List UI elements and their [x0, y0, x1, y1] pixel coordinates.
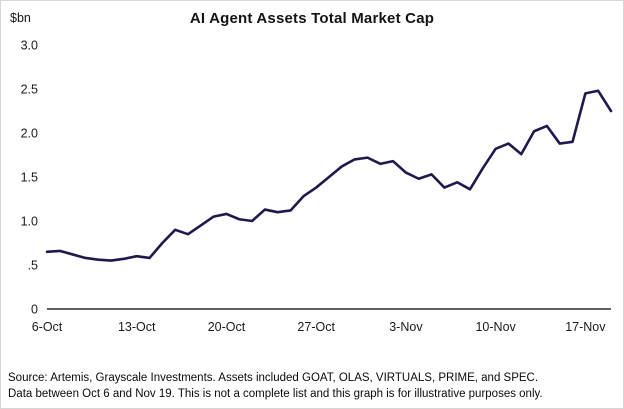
y-tick-label: 1.0	[21, 214, 38, 228]
line-chart: 3.0 2.5 2.0 1.5 1.0 .5 0 6-Oct 13-Oct 20-Oct 27-Oc…	[21, 38, 613, 334]
x-tick-label: 17-Nov	[565, 320, 606, 334]
x-tick-label: 20-Oct	[208, 320, 246, 334]
x-tick-label: 3-Nov	[389, 320, 423, 334]
y-tick-label: 3.0	[21, 38, 38, 52]
source-note-line2: Data between Oct 6 and Nov 19. This is n…	[8, 388, 543, 401]
y-tick-label: 1.5	[21, 170, 38, 184]
y-tick-label: 2.5	[21, 82, 38, 96]
y-tick-label: 2.0	[21, 126, 38, 140]
x-tick-label: 27-Oct	[297, 320, 335, 334]
x-tick-label: 13-Oct	[118, 320, 156, 334]
market-cap-line-series	[45, 89, 613, 262]
x-tick-label: 10-Nov	[475, 320, 516, 334]
chart-title: AI Agent Assets Total Market Cap	[189, 10, 435, 27]
source-note: Source: Artemis, Grayscale Investments. …	[8, 370, 617, 403]
y-tick-label: .5	[28, 258, 38, 272]
x-tick-label: 6-Oct	[32, 320, 63, 334]
y-axis-unit-label: $bn	[10, 11, 31, 25]
y-tick-label: 0	[31, 302, 38, 316]
source-note-line1: Source: Artemis, Grayscale Investments. …	[8, 371, 539, 384]
